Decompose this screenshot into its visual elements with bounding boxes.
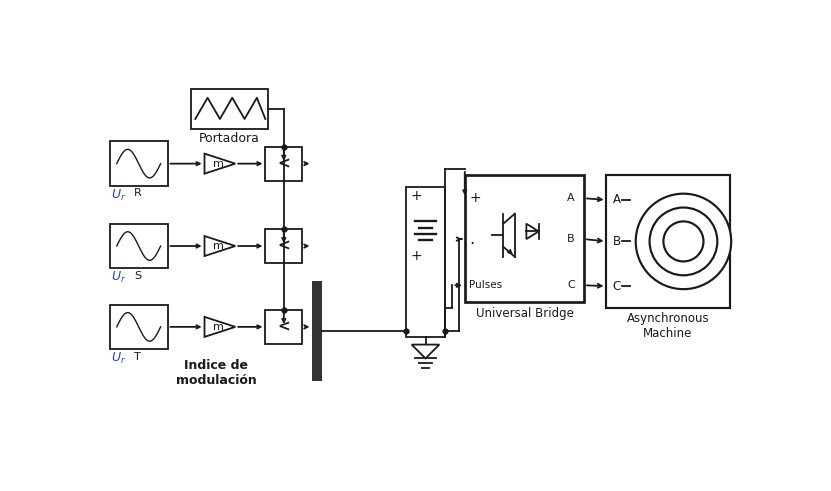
Text: m: m: [213, 241, 224, 251]
Bar: [465, 175, 584, 302]
Circle shape: [636, 193, 731, 289]
Text: Portadora: Portadora: [199, 132, 259, 145]
Bar: [110, 304, 168, 349]
Text: +: +: [470, 191, 481, 205]
Polygon shape: [204, 154, 235, 174]
Text: <: <: [278, 156, 290, 171]
Bar: [265, 310, 302, 344]
Bar: [265, 229, 302, 263]
Text: T: T: [134, 352, 140, 361]
Polygon shape: [204, 317, 235, 337]
Text: Indice de
modulación: Indice de modulación: [175, 359, 257, 387]
Bar: [312, 281, 322, 381]
Bar: [110, 224, 168, 269]
Text: Asynchronous
Machine: Asynchronous Machine: [627, 312, 710, 340]
Text: <: <: [278, 239, 290, 253]
Text: <: <: [278, 319, 290, 334]
Bar: [607, 175, 730, 308]
Text: $\mathit{U}_{r}$: $\mathit{U}_{r}$: [111, 188, 126, 203]
Text: C: C: [568, 280, 575, 290]
Text: +: +: [411, 189, 421, 203]
Text: Pulses: Pulses: [470, 280, 503, 290]
Text: A: A: [568, 193, 575, 203]
Text: +: +: [411, 249, 421, 263]
Text: C: C: [612, 279, 621, 293]
Text: B: B: [612, 235, 621, 248]
Text: B: B: [568, 234, 575, 244]
Text: $\mathit{U}_{r}$: $\mathit{U}_{r}$: [111, 351, 126, 366]
Bar: [190, 89, 268, 129]
Text: R: R: [134, 188, 142, 198]
Bar: [265, 147, 302, 181]
Bar: [110, 141, 168, 186]
Text: Universal Bridge: Universal Bridge: [475, 307, 573, 320]
Circle shape: [650, 208, 717, 275]
Text: A: A: [612, 193, 621, 206]
Circle shape: [663, 221, 704, 261]
Polygon shape: [411, 345, 440, 358]
Text: m: m: [213, 322, 224, 332]
Text: m: m: [213, 159, 224, 168]
Text: $\mathit{U}_{r}$: $\mathit{U}_{r}$: [111, 270, 126, 285]
Text: S: S: [134, 271, 141, 281]
Text: .: .: [470, 230, 475, 248]
Polygon shape: [526, 224, 538, 239]
Bar: [406, 187, 445, 337]
Polygon shape: [204, 236, 235, 256]
